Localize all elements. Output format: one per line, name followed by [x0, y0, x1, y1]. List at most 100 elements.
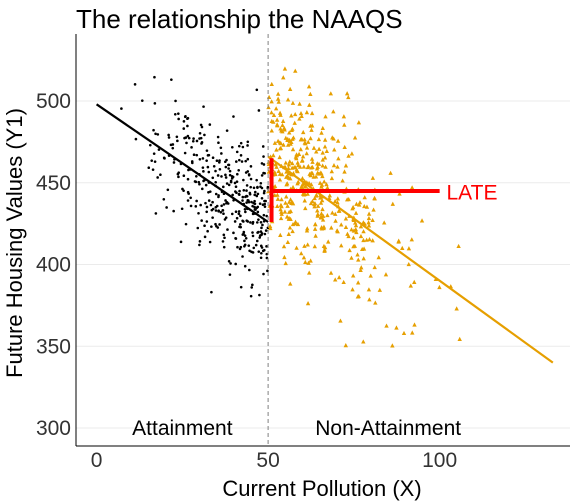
- non-attainment-point: [352, 243, 358, 248]
- attainment-point: [205, 205, 209, 209]
- y-tick-label: 500: [36, 90, 71, 113]
- attainment-point: [262, 191, 266, 195]
- attainment-point: [153, 102, 157, 105]
- attainment-point: [246, 140, 250, 144]
- non-attainment-point: [275, 91, 281, 96]
- attainment-point: [200, 187, 204, 191]
- attainment-point: [266, 269, 269, 273]
- attainment-point: [187, 168, 190, 172]
- non-attainment-point: [286, 162, 292, 167]
- non-attainment-point: [342, 144, 347, 150]
- attainment-point: [204, 183, 208, 187]
- non-attainment-point: [290, 136, 295, 141]
- non-attainment-point: [366, 223, 372, 228]
- non-attainment-point: [298, 111, 304, 116]
- attainment-point: [220, 204, 223, 208]
- non-attainment-point: [320, 157, 325, 162]
- attainment-point: [222, 245, 226, 249]
- attainment-point: [257, 218, 260, 221]
- attainment-point: [256, 210, 260, 214]
- non-attainment-point: [305, 226, 310, 231]
- attainment-point: [260, 246, 264, 249]
- non-attainment-point: [323, 114, 328, 119]
- non-attainment-point: [314, 149, 319, 154]
- non-attainment-point: [285, 174, 290, 179]
- non-attainment-point: [370, 217, 375, 223]
- non-attainment-point: [351, 235, 356, 240]
- attainment-point: [194, 180, 198, 184]
- non-attainment-point: [320, 125, 326, 131]
- non-attainment-point: [278, 145, 284, 151]
- attainment-point: [227, 163, 230, 167]
- attainment-point: [239, 222, 242, 226]
- non-attainment-point: [313, 233, 318, 238]
- data-points: [120, 66, 462, 348]
- non-attainment-point: [345, 197, 350, 202]
- non-attainment-point: [302, 243, 307, 248]
- attainment-point: [260, 226, 263, 230]
- non-attainment-point: [293, 68, 298, 73]
- attainment-point: [183, 115, 187, 119]
- attainment-point: [197, 180, 201, 184]
- attainment-point: [234, 185, 238, 189]
- attainment-point: [153, 160, 157, 163]
- attainment-point: [223, 218, 227, 221]
- non-attainment-point: [302, 137, 307, 142]
- attainment-point: [235, 216, 239, 220]
- non-attainment-point: [272, 140, 278, 145]
- non-attainment-point: [273, 162, 278, 167]
- non-attainment-point: [278, 202, 284, 207]
- attainment-point: [211, 216, 214, 219]
- non-attainment-point: [319, 184, 324, 189]
- non-attainment-point: [304, 151, 309, 156]
- non-attainment-point: [275, 96, 281, 101]
- non-attainment-point: [319, 211, 324, 216]
- attainment-point: [232, 231, 235, 235]
- attainment-point: [237, 144, 241, 148]
- attainment-point: [189, 204, 193, 208]
- non-attainment-point: [321, 243, 327, 248]
- y-tick-label: 300: [36, 417, 71, 440]
- attainment-point: [217, 141, 220, 144]
- attainment-point: [259, 185, 262, 189]
- non-attainment-point: [322, 137, 328, 142]
- attainment-point: [212, 164, 216, 168]
- non-attainment-point: [306, 270, 312, 275]
- attainment-point: [201, 166, 205, 169]
- non-attainment-point: [372, 264, 377, 270]
- non-attainment-point: [366, 215, 372, 221]
- attainment-point: [262, 163, 266, 166]
- non-attainment-point: [273, 171, 278, 177]
- attainment-point: [265, 214, 268, 218]
- attainment-point: [220, 152, 223, 155]
- attainment-point: [250, 250, 253, 254]
- attainment-point: [241, 199, 244, 202]
- non-attainment-point: [315, 203, 321, 208]
- attainment-point: [150, 159, 154, 162]
- non-attainment-point: [286, 215, 292, 221]
- non-attainment-point: [353, 223, 359, 228]
- attainment-point: [162, 197, 166, 201]
- non-attainment-point: [301, 129, 306, 135]
- non-attainment-point: [289, 200, 294, 205]
- attainment-point: [222, 212, 225, 216]
- non-attainment-point: [325, 212, 330, 218]
- non-attainment-point: [277, 154, 282, 160]
- attainment-point: [248, 192, 252, 196]
- non-attainment-point: [290, 184, 296, 190]
- non-attainment-point: [323, 164, 328, 169]
- non-attainment-point: [308, 123, 313, 128]
- attainment-point: [255, 239, 259, 243]
- non-attainment-point: [299, 158, 305, 163]
- attainment-point: [246, 144, 249, 147]
- y-tick-label: 400: [36, 254, 71, 277]
- attainment-point: [236, 245, 239, 249]
- attainment-point: [262, 213, 266, 217]
- attainment-point: [152, 128, 155, 132]
- non-attainment-point: [279, 209, 284, 214]
- attainment-point: [253, 199, 256, 203]
- attainment-point: [159, 173, 162, 177]
- non-attainment-point: [345, 231, 350, 236]
- attainment-point: [237, 212, 241, 216]
- attainment-point: [172, 161, 176, 164]
